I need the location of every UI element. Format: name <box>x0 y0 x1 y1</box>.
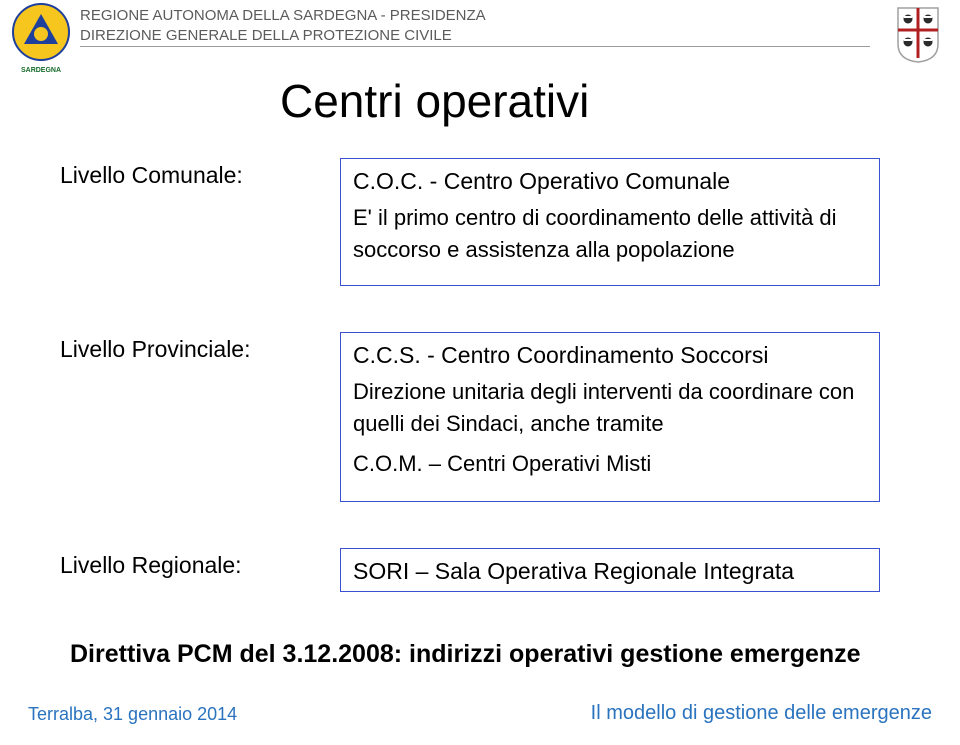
level-box-provinciale: C.C.S. - Centro Coordinamento Soccorsi D… <box>340 332 880 502</box>
directive-text: Direttiva PCM del 3.12.2008: indirizzi o… <box>70 640 861 669</box>
box-title: C.O.C. - Centro Operativo Comunale <box>353 165 867 198</box>
footer-topic: Il modello di gestione delle emergenze <box>591 702 932 725</box>
slide: REGIONE AUTONOMA DELLA SARDEGNA - PRESID… <box>0 0 960 745</box>
level-label: Livello Provinciale: <box>60 336 250 363</box>
level-box-comunale: C.O.C. - Centro Operativo Comunale E' il… <box>340 158 880 286</box>
box-extra: C.O.M. – Centri Operativi Misti <box>353 448 867 480</box>
level-label: Livello Regionale: <box>60 552 242 579</box>
header-rule <box>80 46 870 47</box>
box-title: SORI – Sala Operativa Regionale Integrat… <box>353 555 867 588</box>
header-line1: REGIONE AUTONOMA DELLA SARDEGNA - PRESID… <box>80 6 486 26</box>
box-title: C.C.S. - Centro Coordinamento Soccorsi <box>353 339 867 372</box>
box-desc: Direzione unitaria degli interventi da c… <box>353 376 867 440</box>
protezione-civile-logo: SARDEGNA <box>12 0 70 80</box>
slide-title: Centri operativi <box>280 74 589 128</box>
header-text: REGIONE AUTONOMA DELLA SARDEGNA - PRESID… <box>80 6 486 46</box>
svg-text:SARDEGNA: SARDEGNA <box>21 67 61 74</box>
level-box-regionale: SORI – Sala Operativa Regionale Integrat… <box>340 548 880 592</box>
header: REGIONE AUTONOMA DELLA SARDEGNA - PRESID… <box>0 2 960 68</box>
box-desc: E' il primo centro di coordinamento dell… <box>353 202 867 266</box>
footer-date: Terralba, 31 gennaio 2014 <box>28 704 237 725</box>
sardegna-shield-icon <box>896 6 940 64</box>
header-line2: DIREZIONE GENERALE DELLA PROTEZIONE CIVI… <box>80 26 486 46</box>
level-label: Livello Comunale: <box>60 162 243 189</box>
